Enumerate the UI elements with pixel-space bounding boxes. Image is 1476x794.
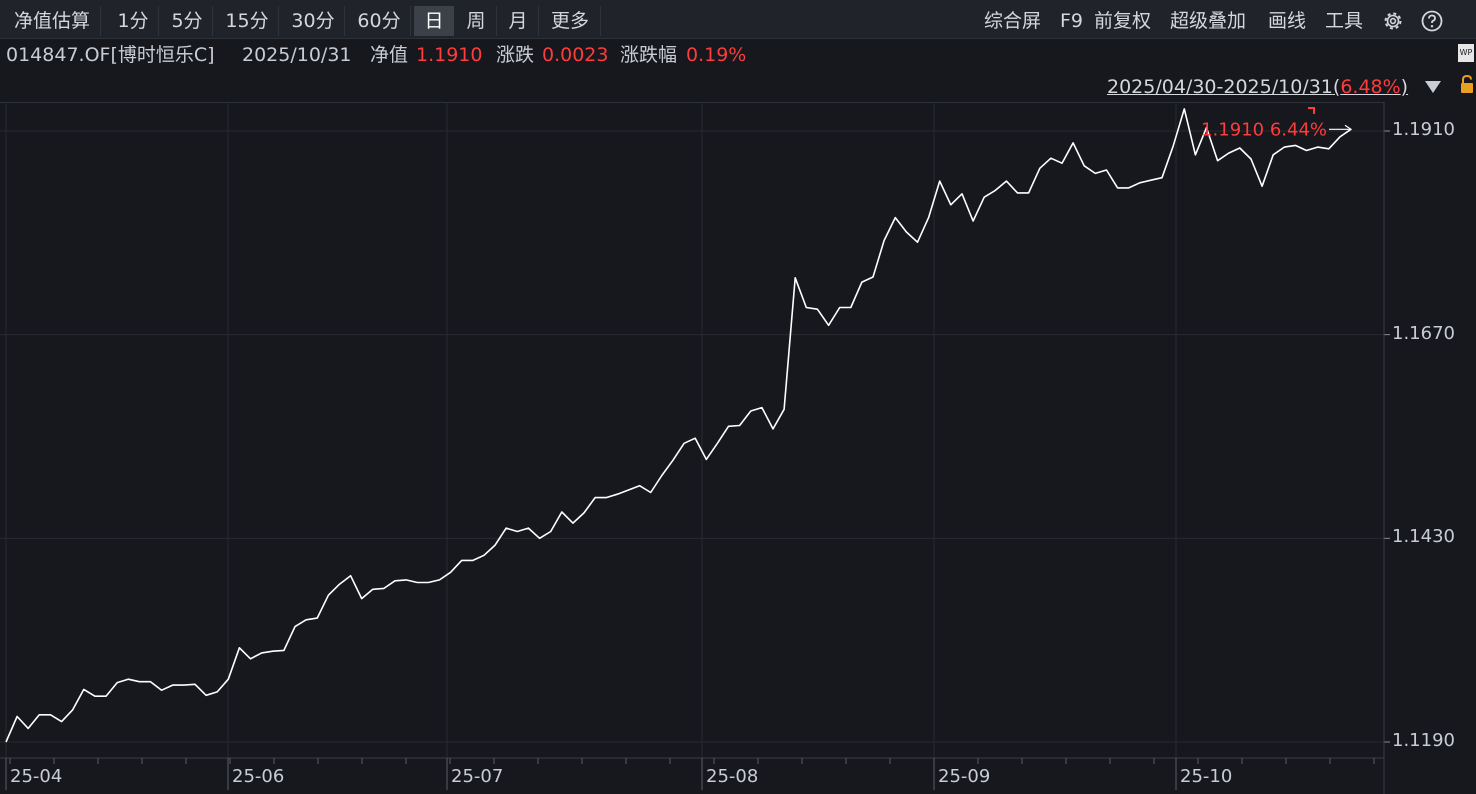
grid-lines — [0, 102, 1384, 758]
draw-line-button[interactable]: 画线 — [1268, 10, 1307, 32]
forward-adjust-button[interactable]: 前复权 — [1094, 10, 1152, 32]
pct-value: 0.19% — [686, 44, 747, 66]
tab-nav-estimate[interactable]: 净值估算 — [4, 6, 101, 36]
tab-1min[interactable]: 1分 — [108, 6, 159, 36]
y-tick-label: 1.1910 — [1392, 119, 1455, 140]
composite-screen-button[interactable]: 综合屏 — [984, 10, 1042, 32]
help-icon[interactable] — [1420, 9, 1444, 33]
last-value-label: 1.1910 6.44% — [1201, 119, 1327, 140]
nav-date: 2025/10/31 — [242, 44, 352, 66]
y-tick-label: 1.1670 — [1392, 322, 1455, 344]
tab-60min[interactable]: 60分 — [348, 6, 411, 36]
nav-value: 1.1910 — [416, 44, 483, 66]
fund-code-name: 014847.OF[博时恒乐C] — [6, 44, 215, 66]
change-value: 0.0023 — [542, 44, 609, 66]
nav-label: 净值 — [370, 44, 409, 66]
gear-icon[interactable] — [1381, 9, 1405, 33]
axes — [0, 102, 1390, 794]
plot-top-border — [0, 102, 1384, 103]
lock-icon[interactable] — [1460, 74, 1474, 94]
red-tick-marker — [1308, 107, 1315, 114]
x-tick-label: 25-06 — [232, 766, 285, 787]
nav-line — [5, 108, 1352, 743]
date-range-selector[interactable]: 2025/04/30-2025/10/31(6.48%) — [1107, 76, 1409, 98]
dropdown-triangle-icon[interactable] — [1424, 80, 1442, 94]
x-tick-label: 25-07 — [451, 766, 504, 787]
tab-15min[interactable]: 15分 — [216, 6, 279, 36]
tools-button[interactable]: 工具 — [1325, 10, 1364, 32]
f9-button[interactable]: F9 — [1060, 10, 1084, 32]
x-tick-label: 25-08 — [706, 766, 759, 787]
pct-label: 涨跌幅 — [620, 44, 678, 66]
tab-5min[interactable]: 5分 — [162, 6, 213, 36]
toolbar: 净值估算 1分 5分 15分 30分 60分 日 周 月 更多 综合屏 F9 前… — [0, 0, 1476, 39]
y-tick-label: 1.1430 — [1392, 526, 1455, 548]
tab-month[interactable]: 月 — [498, 6, 539, 36]
x-tick-label: 25-04 — [10, 766, 63, 787]
y-tick-label: 1.1190 — [1392, 730, 1455, 751]
range-return: 6.48% — [1340, 76, 1401, 98]
x-tick-label: 25-09 — [938, 766, 991, 787]
range-period: 2025/04/30-2025/10/31 — [1107, 76, 1333, 98]
tab-week[interactable]: 周 — [456, 6, 497, 36]
last-point-arrow — [1329, 124, 1353, 134]
tab-30min[interactable]: 30分 — [282, 6, 345, 36]
wp-icon[interactable]: WP — [1458, 44, 1474, 62]
super-overlay-button[interactable]: 超级叠加 — [1170, 10, 1247, 32]
x-tick-label: 25-10 — [1180, 766, 1233, 787]
change-label: 涨跌 — [496, 44, 535, 66]
tab-day[interactable]: 日 — [414, 6, 454, 36]
tab-more[interactable]: 更多 — [540, 6, 601, 36]
